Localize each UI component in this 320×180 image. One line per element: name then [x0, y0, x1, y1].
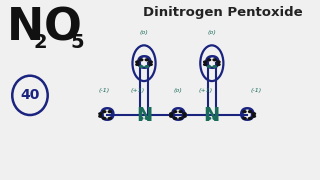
Text: 2: 2	[33, 33, 47, 52]
Circle shape	[217, 64, 220, 65]
Circle shape	[204, 61, 207, 63]
Text: (-1): (-1)	[98, 87, 109, 93]
Circle shape	[249, 118, 252, 119]
Text: O: O	[136, 54, 152, 73]
Text: Dinitrogen Pentoxide: Dinitrogen Pentoxide	[143, 6, 302, 19]
Circle shape	[249, 111, 252, 112]
Text: O: O	[204, 54, 220, 73]
Circle shape	[213, 118, 216, 119]
Circle shape	[103, 111, 106, 112]
Circle shape	[213, 66, 216, 68]
Circle shape	[108, 111, 111, 112]
Text: N: N	[136, 105, 152, 125]
Circle shape	[208, 118, 211, 119]
Circle shape	[149, 61, 152, 63]
Circle shape	[145, 59, 148, 61]
Circle shape	[179, 118, 182, 119]
Text: (o): (o)	[207, 30, 216, 35]
Circle shape	[183, 113, 186, 115]
Circle shape	[99, 115, 102, 117]
Circle shape	[149, 64, 152, 65]
Circle shape	[243, 118, 246, 119]
Circle shape	[174, 118, 177, 119]
Circle shape	[140, 118, 143, 119]
Text: 5: 5	[70, 33, 84, 52]
Circle shape	[243, 111, 246, 112]
Circle shape	[208, 59, 211, 61]
Circle shape	[140, 66, 143, 68]
Circle shape	[213, 59, 216, 61]
Text: O: O	[44, 6, 82, 49]
Circle shape	[170, 115, 173, 117]
Circle shape	[252, 113, 255, 115]
Circle shape	[217, 61, 220, 63]
Text: O: O	[239, 105, 256, 125]
Text: (-1): (-1)	[251, 87, 262, 93]
Circle shape	[252, 115, 255, 117]
Text: O: O	[99, 105, 115, 125]
Text: 40: 40	[20, 88, 40, 102]
Text: (+1): (+1)	[198, 87, 213, 93]
Circle shape	[170, 113, 173, 115]
Circle shape	[136, 61, 139, 63]
Text: (+1): (+1)	[131, 87, 145, 93]
Circle shape	[108, 118, 111, 119]
Text: N: N	[7, 6, 44, 49]
Circle shape	[183, 115, 186, 117]
Circle shape	[145, 118, 148, 119]
Circle shape	[179, 111, 182, 112]
Circle shape	[136, 64, 139, 65]
Circle shape	[145, 66, 148, 68]
Text: O: O	[170, 105, 186, 125]
Circle shape	[204, 64, 207, 65]
Circle shape	[174, 111, 177, 112]
Circle shape	[99, 113, 102, 115]
Circle shape	[103, 118, 106, 119]
Text: (o): (o)	[140, 30, 148, 35]
Circle shape	[208, 66, 211, 68]
Circle shape	[140, 59, 143, 61]
Text: N: N	[204, 105, 220, 125]
Text: (o): (o)	[173, 87, 182, 93]
